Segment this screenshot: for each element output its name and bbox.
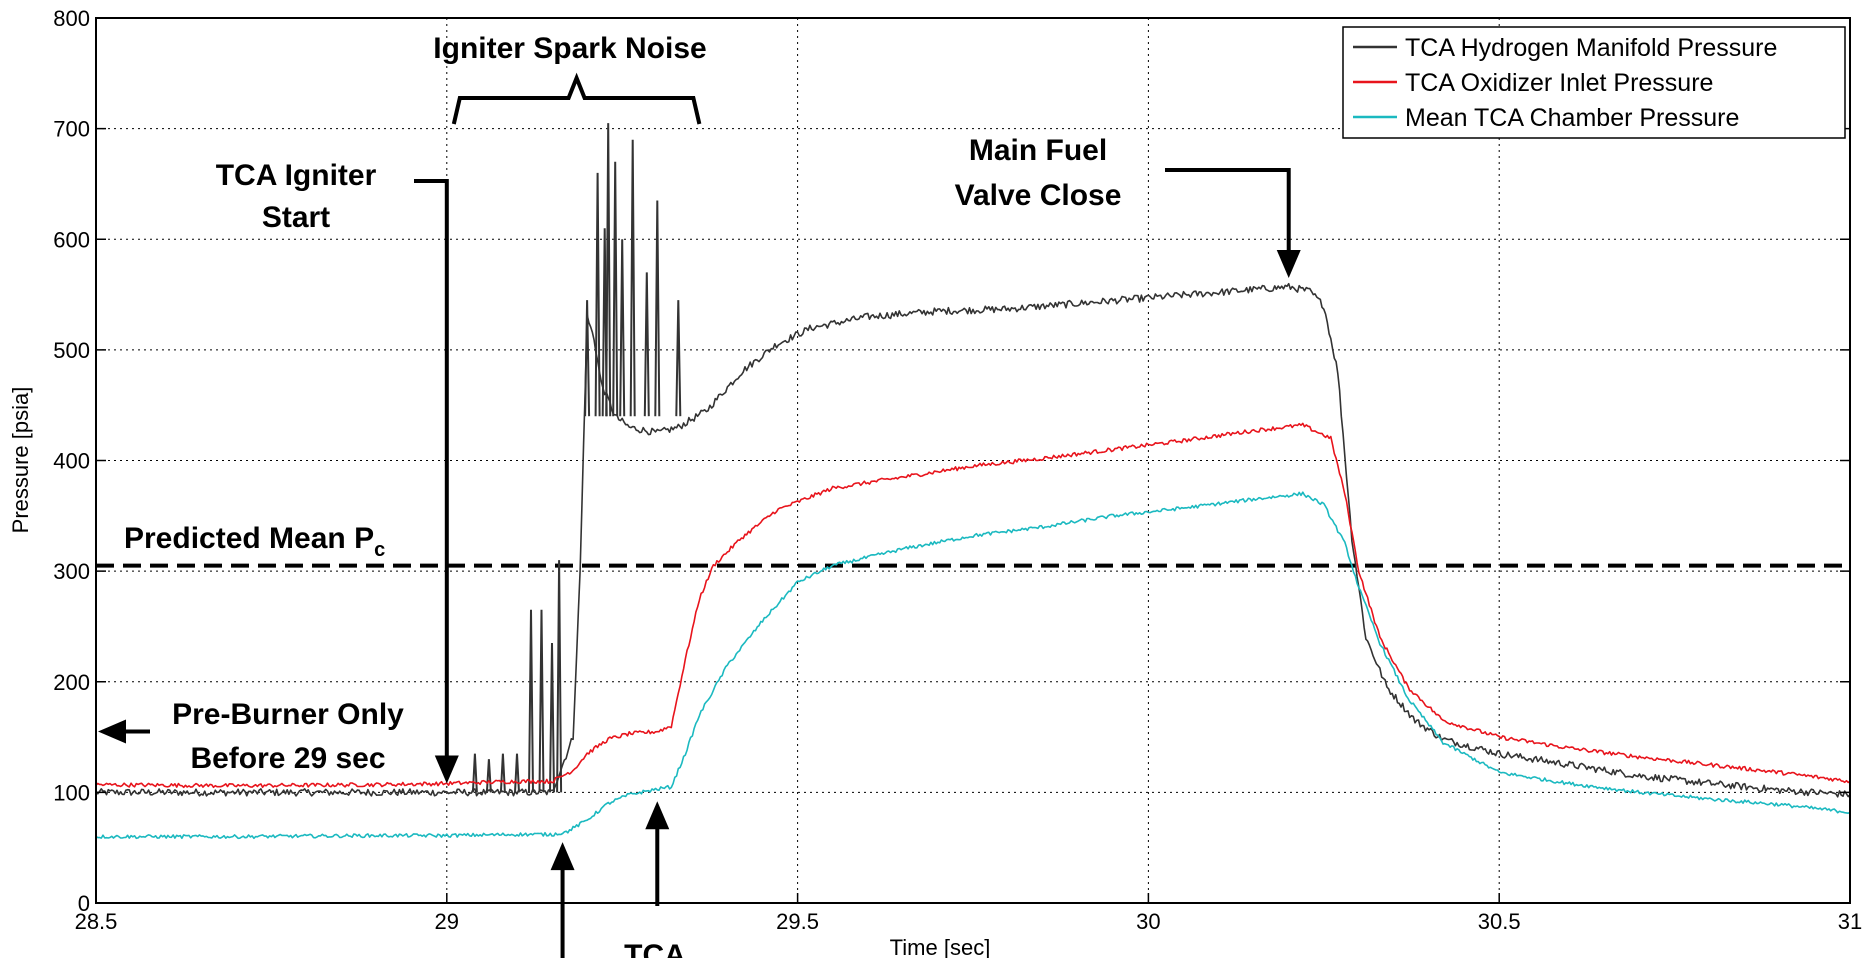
y-tick-label: 800 bbox=[53, 6, 90, 31]
chamber-pressure-line bbox=[95, 491, 1851, 840]
pre-burner-arrowhead bbox=[98, 719, 126, 744]
annotation-texts: Igniter Spark Noise TCA Igniter Start Ma… bbox=[124, 32, 1121, 958]
y-axis-title: Pressure [psia] bbox=[8, 387, 33, 534]
spark-spike bbox=[594, 172, 601, 417]
spark-spike bbox=[605, 123, 612, 417]
y-tick-label: 100 bbox=[53, 780, 90, 805]
x-tick-label: 30.5 bbox=[1478, 909, 1521, 934]
y-tick-label: 600 bbox=[53, 227, 90, 252]
spark-spike bbox=[612, 161, 619, 417]
main-fuel-valve-arrow bbox=[1165, 168, 1291, 252]
y-tick-label: 300 bbox=[53, 559, 90, 584]
main-fuel-valve-arrowhead bbox=[1276, 249, 1301, 278]
spark-spike bbox=[556, 560, 563, 793]
x-tick-label: 29.5 bbox=[776, 909, 819, 934]
tca-lower-arrowhead bbox=[645, 801, 670, 830]
igniter-start-label-line1: TCA Igniter bbox=[216, 159, 377, 192]
legend-label-oxidizer: TCA Oxidizer Inlet Pressure bbox=[1405, 69, 1713, 97]
grid-lines bbox=[96, 18, 1850, 903]
axis-ticks bbox=[95, 17, 1851, 904]
legend: TCA Hydrogen Manifold Pressure TCA Oxidi… bbox=[1342, 26, 1846, 139]
spark-spike bbox=[514, 753, 520, 793]
y-tick-label: 400 bbox=[53, 449, 90, 474]
spark-spike bbox=[499, 753, 506, 793]
spark-spike bbox=[654, 200, 661, 417]
pre-burner-label-line2: Before 29 sec bbox=[190, 742, 385, 775]
main-fuel-valve-label-line1: Main Fuel bbox=[969, 134, 1107, 167]
spark-spike bbox=[629, 139, 636, 417]
x-tick-label: 28.5 bbox=[75, 909, 118, 934]
annotations bbox=[98, 72, 1301, 958]
main-fuel-valve-label-line2: Valve Close bbox=[955, 179, 1122, 212]
igniter-start-arrowhead bbox=[434, 755, 459, 784]
x-tick-label: 30 bbox=[1136, 909, 1160, 934]
y-tick-label: 0 bbox=[78, 891, 90, 916]
spark-spike bbox=[643, 272, 650, 417]
spark-spike bbox=[471, 753, 478, 793]
legend-label-hydrogen: TCA Hydrogen Manifold Pressure bbox=[1405, 34, 1777, 62]
y-tick-label: 500 bbox=[53, 338, 90, 363]
spark-spike bbox=[675, 300, 682, 417]
spark-spike bbox=[619, 239, 626, 417]
spark-noise-label: Igniter Spark Noise bbox=[433, 32, 706, 65]
y-tick-label: 700 bbox=[53, 117, 90, 142]
pre-burner-label-line1: Pre-Burner Only bbox=[172, 698, 404, 731]
spark-spike bbox=[538, 609, 545, 793]
spark-spike bbox=[584, 300, 591, 417]
spark-spike bbox=[549, 642, 555, 793]
igniter-start-label-line2: Start bbox=[262, 201, 330, 234]
igniter-start-arrow bbox=[414, 179, 449, 758]
legend-box bbox=[1342, 26, 1846, 139]
predicted-pc-subscript: c bbox=[374, 539, 385, 561]
x-tick-label: 31 bbox=[1838, 909, 1862, 934]
predicted-pc-text: Predicted Mean P bbox=[124, 522, 374, 555]
axis-tick-labels: 28.5 29 29.5 30 30.5 31 0 100 200 300 400 500 600 700… bbox=[53, 6, 1862, 934]
spark-spike bbox=[528, 609, 534, 793]
hydrogen-manifold-line bbox=[95, 282, 1851, 798]
y-tick-label: 200 bbox=[53, 670, 90, 695]
oxidizer-inlet-line bbox=[95, 422, 1851, 789]
chamber-rise-arrowhead bbox=[550, 842, 575, 871]
legend-label-chamber: Mean TCA Chamber Pressure bbox=[1405, 104, 1739, 132]
data-series bbox=[95, 123, 1851, 840]
x-tick-label: 29 bbox=[435, 909, 459, 934]
predicted-pc-label: Predicted Mean Pc bbox=[124, 522, 385, 561]
x-axis-title: Time [sec] bbox=[890, 935, 991, 958]
tca-lower-label: TCA bbox=[624, 939, 686, 958]
spark-noise-brace bbox=[451, 72, 702, 125]
